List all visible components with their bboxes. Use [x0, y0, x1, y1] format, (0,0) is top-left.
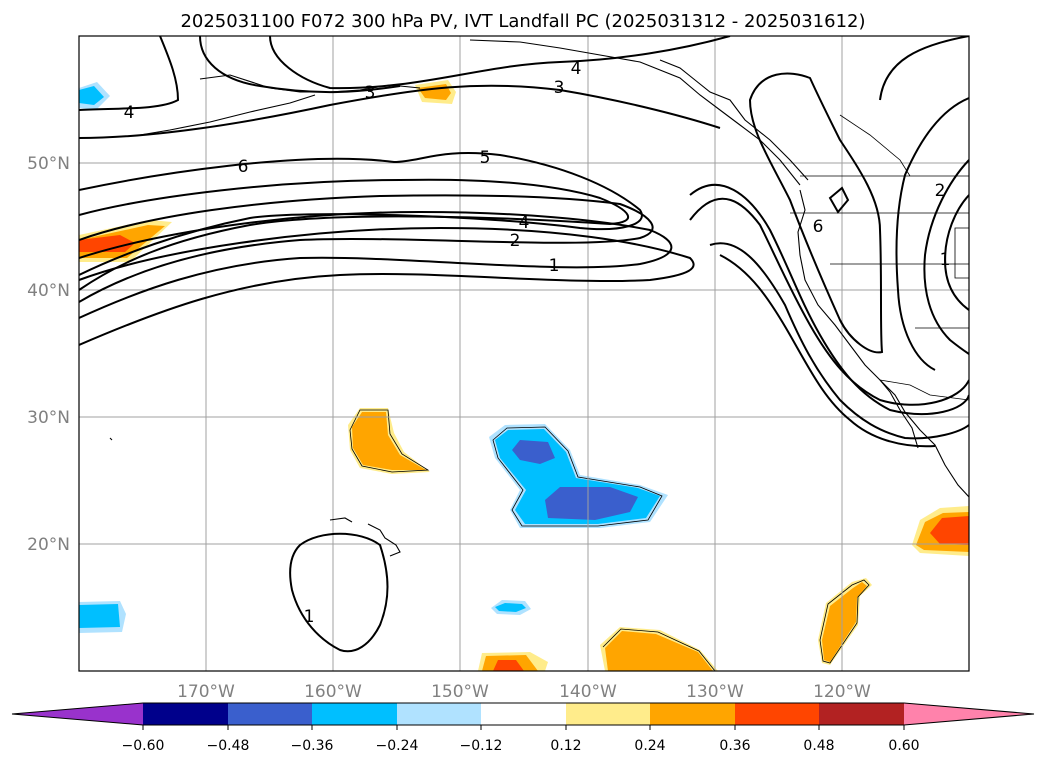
lon-tick-label: 130°W: [686, 682, 744, 702]
colorbar-segment: [566, 703, 650, 725]
lon-tick-label: 170°W: [177, 682, 235, 702]
colorbar-tick-label: 0.36: [719, 738, 750, 754]
contour-label: 1: [304, 607, 315, 627]
colorbar-tick-label: −0.12: [460, 738, 503, 754]
colorbar-tick-label: −0.24: [376, 738, 419, 754]
colorbar: −0.60 −0.48 −0.36 −0.24 −0.12 0.12 0.24 …: [11, 702, 1035, 754]
colorbar-segment: [481, 703, 566, 725]
lat-tick-label: 30°N: [27, 408, 70, 428]
pv-contours: [79, 36, 969, 653]
lon-tick-label: 120°W: [813, 682, 871, 702]
lon-tick-label: 150°W: [431, 682, 489, 702]
contour-label: 6: [813, 217, 824, 237]
contour-label: 4: [519, 213, 530, 233]
contour-label: 3: [365, 83, 376, 103]
colorbar-extend-high: [904, 703, 1034, 725]
lon-tick-labels: 170°W 160°W 150°W 140°W 130°W 120°W: [177, 682, 871, 702]
contour-label: 2: [510, 231, 521, 251]
lat-tick-label: 20°N: [27, 535, 70, 555]
lon-tick-label: 160°W: [304, 682, 362, 702]
significance-outlines: [349, 409, 870, 671]
colorbar-ticks: [142, 725, 905, 730]
colorbar-tick-label: −0.60: [122, 738, 165, 754]
colorbar-segment: [228, 703, 312, 725]
contour-label: 1: [940, 250, 951, 270]
map-frame: [78, 35, 970, 672]
colorbar-segment: [397, 703, 481, 725]
colorbar-tick-label: 0.48: [803, 738, 834, 754]
colorbar-tick-label: −0.36: [291, 738, 334, 754]
lon-tick-label: 140°W: [559, 682, 617, 702]
colorbar-segment: [819, 703, 904, 725]
negative-shading: [79, 82, 668, 633]
colorbar-segment: [650, 703, 735, 725]
contour-label: 3: [554, 78, 565, 98]
contour-labels: 4 3 4 3 6 5 4 2 1 6 2 1 1: [124, 59, 951, 627]
contour-label: 4: [124, 103, 135, 123]
figure-title: 2025031100 F072 300 hPa PV, IVT Landfall…: [180, 11, 865, 32]
colorbar-tick-label: 0.60: [888, 738, 919, 754]
colorbar-segment: [735, 703, 819, 725]
colorbar-extend-low: [12, 703, 143, 725]
graticule: [79, 36, 969, 671]
colorbar-tick-label: −0.48: [207, 738, 250, 754]
colorbar-tick-label: 0.12: [550, 738, 581, 754]
contour-label: 4: [571, 59, 582, 79]
contour-label: 5: [480, 148, 491, 168]
map-panel: 4 3 4 3 6 5 4 2 1 6 2 1 1: [79, 36, 969, 671]
contour-label: 2: [935, 181, 946, 201]
contour-label: 1: [549, 256, 560, 276]
positive-shading: [79, 80, 969, 671]
colorbar-segment: [143, 703, 228, 725]
contour-label: 6: [238, 157, 249, 177]
colorbar-segment: [312, 703, 397, 725]
colorbar-tick-label: 0.24: [634, 738, 665, 754]
lat-tick-label: 40°N: [27, 281, 70, 301]
lat-tick-label: 50°N: [27, 154, 70, 174]
lat-tick-labels: 50°N 40°N 30°N 20°N: [27, 154, 70, 555]
